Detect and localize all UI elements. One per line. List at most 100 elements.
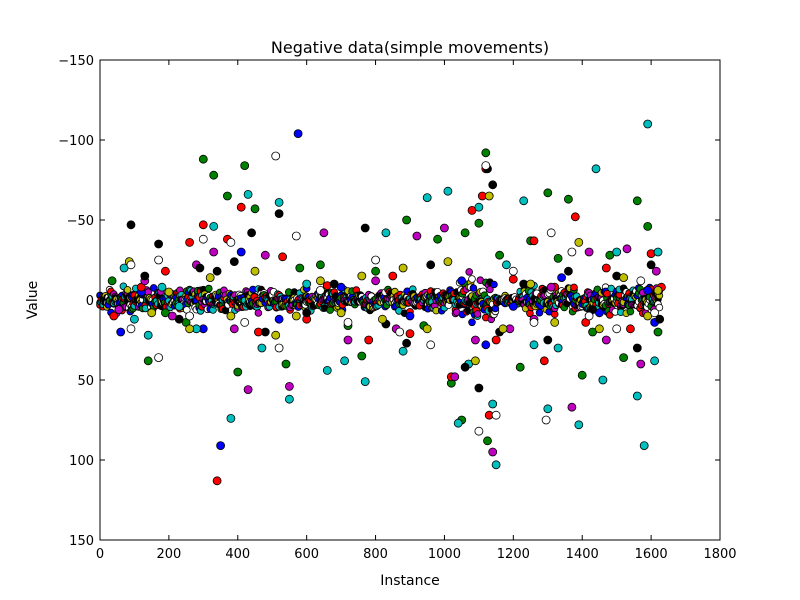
data-point bbox=[515, 362, 525, 372]
data-point bbox=[398, 263, 408, 273]
data-point bbox=[302, 308, 312, 318]
data-point bbox=[291, 311, 301, 321]
data-point bbox=[340, 356, 350, 366]
data-point bbox=[481, 148, 491, 158]
data-point bbox=[584, 247, 594, 257]
data-point bbox=[205, 273, 215, 283]
data-point bbox=[508, 266, 518, 276]
band-point bbox=[626, 307, 635, 316]
data-point bbox=[160, 266, 170, 276]
data-point bbox=[632, 391, 642, 401]
data-point bbox=[470, 335, 480, 345]
data-point bbox=[336, 308, 346, 318]
x-tick-label: 1800 bbox=[703, 547, 736, 562]
band-point bbox=[254, 309, 263, 317]
data-point bbox=[639, 441, 649, 451]
data-point bbox=[360, 377, 370, 387]
data-point bbox=[653, 247, 663, 257]
x-tick-label: 400 bbox=[225, 547, 250, 562]
data-point bbox=[402, 215, 412, 225]
data-point bbox=[198, 154, 208, 164]
data-point bbox=[474, 202, 484, 212]
data-point bbox=[481, 161, 491, 171]
data-point bbox=[591, 164, 601, 174]
data-point bbox=[543, 188, 553, 198]
data-point bbox=[343, 317, 353, 327]
data-point bbox=[619, 353, 628, 363]
x-tick-label: 200 bbox=[156, 547, 181, 562]
data-point bbox=[126, 260, 136, 270]
data-point bbox=[426, 340, 436, 350]
data-point bbox=[222, 191, 232, 201]
data-point bbox=[612, 324, 622, 334]
band-point bbox=[465, 268, 474, 276]
x-tick-label: 1000 bbox=[428, 547, 461, 562]
y-tick-label: −50 bbox=[67, 214, 94, 229]
data-point bbox=[295, 263, 305, 273]
data-point bbox=[229, 324, 239, 334]
data-point bbox=[143, 330, 153, 340]
chart-title: Negative data(simple movements) bbox=[271, 38, 549, 57]
data-point bbox=[567, 402, 577, 412]
data-point bbox=[240, 161, 250, 171]
data-point bbox=[546, 228, 556, 238]
y-tick-label: 100 bbox=[69, 454, 94, 469]
data-point bbox=[126, 324, 136, 334]
data-point bbox=[398, 346, 408, 356]
data-point bbox=[395, 327, 405, 337]
x-axis-label: Instance bbox=[380, 573, 440, 589]
data-point bbox=[185, 324, 195, 334]
data-point bbox=[443, 186, 453, 196]
data-point bbox=[388, 271, 398, 281]
data-point bbox=[226, 413, 236, 423]
data-point bbox=[653, 285, 663, 295]
data-point bbox=[371, 255, 381, 265]
band-point bbox=[655, 303, 664, 312]
data-point bbox=[450, 372, 460, 382]
data-point bbox=[443, 257, 453, 267]
data-point bbox=[212, 266, 222, 276]
data-point bbox=[402, 338, 412, 348]
data-point bbox=[574, 237, 584, 247]
data-point bbox=[498, 324, 508, 334]
plot-area bbox=[96, 59, 721, 541]
data-point bbox=[209, 221, 219, 231]
data-point bbox=[491, 460, 501, 470]
data-point bbox=[636, 276, 646, 286]
data-point bbox=[236, 202, 246, 212]
data-point bbox=[274, 343, 284, 353]
data-point bbox=[243, 385, 253, 395]
data-point bbox=[501, 260, 511, 270]
data-point bbox=[651, 266, 661, 276]
data-point bbox=[484, 191, 494, 201]
data-point bbox=[174, 314, 184, 324]
data-point bbox=[364, 335, 374, 345]
data-point bbox=[343, 335, 353, 345]
band-point bbox=[570, 283, 578, 292]
band-point bbox=[535, 308, 544, 317]
data-point bbox=[483, 436, 492, 446]
data-point bbox=[460, 362, 470, 372]
band-point bbox=[486, 285, 494, 294]
data-point bbox=[574, 420, 584, 430]
y-tick-label: 0 bbox=[86, 294, 94, 309]
data-point bbox=[488, 399, 498, 409]
data-point bbox=[539, 356, 549, 366]
x-tick-label: 800 bbox=[363, 547, 388, 562]
data-point bbox=[293, 129, 303, 139]
data-point bbox=[271, 330, 281, 340]
band-point bbox=[205, 284, 213, 293]
data-point bbox=[474, 383, 484, 393]
data-point bbox=[650, 356, 659, 366]
band-point bbox=[603, 289, 611, 298]
y-tick-label: 150 bbox=[69, 534, 94, 549]
data-point bbox=[543, 335, 553, 345]
data-point bbox=[643, 119, 653, 129]
data-point bbox=[240, 317, 250, 327]
data-point bbox=[260, 327, 270, 337]
data-point bbox=[126, 220, 136, 230]
x-tick-label: 1600 bbox=[635, 547, 668, 562]
data-point bbox=[457, 276, 467, 286]
data-point bbox=[426, 260, 436, 270]
band-point bbox=[469, 284, 478, 292]
